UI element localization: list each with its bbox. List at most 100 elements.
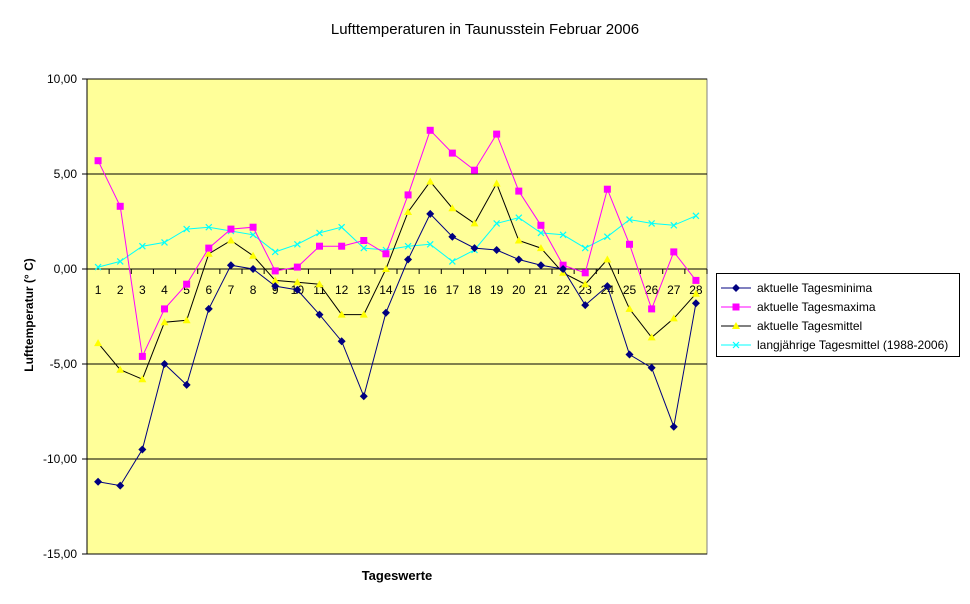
data-point (161, 238, 168, 246)
x-tick-label: 20 (512, 283, 526, 297)
data-point (603, 255, 612, 263)
data-point (138, 375, 147, 383)
data-point (692, 276, 700, 284)
data-point (426, 126, 434, 134)
data-point (692, 212, 700, 220)
gridlines (87, 78, 707, 555)
data-point (160, 360, 169, 368)
y-tick-label: -5,00 (50, 357, 78, 371)
data-point (204, 304, 213, 313)
legend-label: aktuelle Tagesmaxima (757, 299, 876, 314)
data-point (404, 255, 413, 264)
data-point (138, 352, 146, 360)
data-point (183, 280, 191, 288)
data-point (581, 301, 590, 310)
data-point (625, 304, 634, 312)
data-point (338, 223, 346, 231)
x-tick-label: 3 (139, 283, 146, 297)
data-point (381, 308, 390, 317)
data-point (514, 255, 523, 264)
data-point (94, 157, 102, 165)
x-tick-label: 6 (205, 283, 212, 297)
data-point (648, 219, 656, 227)
data-point (138, 445, 147, 454)
y-axis-label: Lufttemperatur (° C) (22, 258, 36, 372)
y-tick-label: 0,00 (54, 262, 78, 276)
data-point (205, 223, 213, 231)
data-point (492, 246, 501, 254)
y-tick-label: -15,00 (43, 547, 77, 561)
data-point (116, 202, 124, 210)
data-point (94, 263, 102, 271)
data-point (581, 244, 589, 252)
series-line (97, 129, 697, 359)
data-point (603, 233, 611, 241)
plot-area (86, 78, 708, 555)
data-point (249, 231, 257, 239)
x-tick-label: 4 (161, 283, 168, 297)
legend-item: aktuelle Tagesminima (721, 278, 959, 297)
legend-label: langjährige Tagesmittel (1988-2006) (757, 337, 949, 352)
data-point (271, 267, 279, 275)
data-point (226, 236, 235, 244)
data-point (471, 166, 478, 174)
data-point (603, 282, 612, 291)
series-4 (94, 212, 700, 271)
data-point (670, 221, 678, 229)
data-point (116, 481, 125, 490)
y-axis: -15,00 -10,00 -5,00 0,00 5,00 10,00 (43, 72, 88, 561)
data-point (470, 244, 479, 253)
data-point (204, 249, 213, 257)
data-point (448, 204, 457, 212)
data-point (94, 477, 103, 486)
legend-marker (732, 283, 740, 292)
data-point (426, 177, 435, 185)
data-point (359, 310, 368, 318)
data-point (337, 337, 346, 346)
data-point (669, 314, 678, 322)
data-point (691, 289, 700, 297)
legend-swatch-langjaehrig (721, 341, 751, 348)
series-1 (94, 209, 700, 490)
data-point (360, 244, 368, 252)
series-line (97, 180, 697, 380)
legend-item: langjährige Tagesmittel (1988-2006) (721, 335, 959, 354)
data-point (293, 285, 302, 294)
legend-marker (732, 341, 740, 348)
x-tick-label: 26 (645, 283, 659, 297)
data-point (249, 265, 258, 273)
data-point (669, 422, 678, 431)
data-point (493, 130, 501, 138)
data-point (492, 179, 501, 187)
data-point (382, 250, 390, 258)
legend-label: aktuelle Tagesminima (757, 280, 873, 295)
data-point (536, 261, 545, 270)
data-point (205, 244, 213, 252)
x-tick-label: 19 (490, 283, 504, 297)
data-point (316, 229, 323, 237)
data-point (515, 214, 523, 222)
series-layer (94, 126, 700, 490)
x-tick-label: 16 (424, 283, 438, 297)
legend-label: aktuelle Tagesmittel (757, 318, 863, 333)
data-point (626, 240, 633, 248)
data-point (670, 248, 678, 256)
data-point (559, 231, 567, 239)
x-tick-label: 5 (183, 283, 190, 297)
y-tick-label: 5,00 (54, 167, 78, 181)
data-point (183, 225, 191, 233)
data-point (493, 219, 501, 227)
data-point (603, 185, 611, 193)
data-point (116, 365, 125, 373)
x-tick-label: 8 (250, 283, 257, 297)
x-tick-label: 27 (667, 283, 681, 297)
series-line (97, 213, 697, 487)
x-tick-label: 9 (272, 283, 279, 297)
data-point (316, 242, 323, 250)
data-point (537, 229, 545, 237)
data-point (227, 225, 235, 233)
legend-marker (732, 303, 740, 310)
data-point (337, 310, 346, 318)
data-point (94, 339, 103, 347)
